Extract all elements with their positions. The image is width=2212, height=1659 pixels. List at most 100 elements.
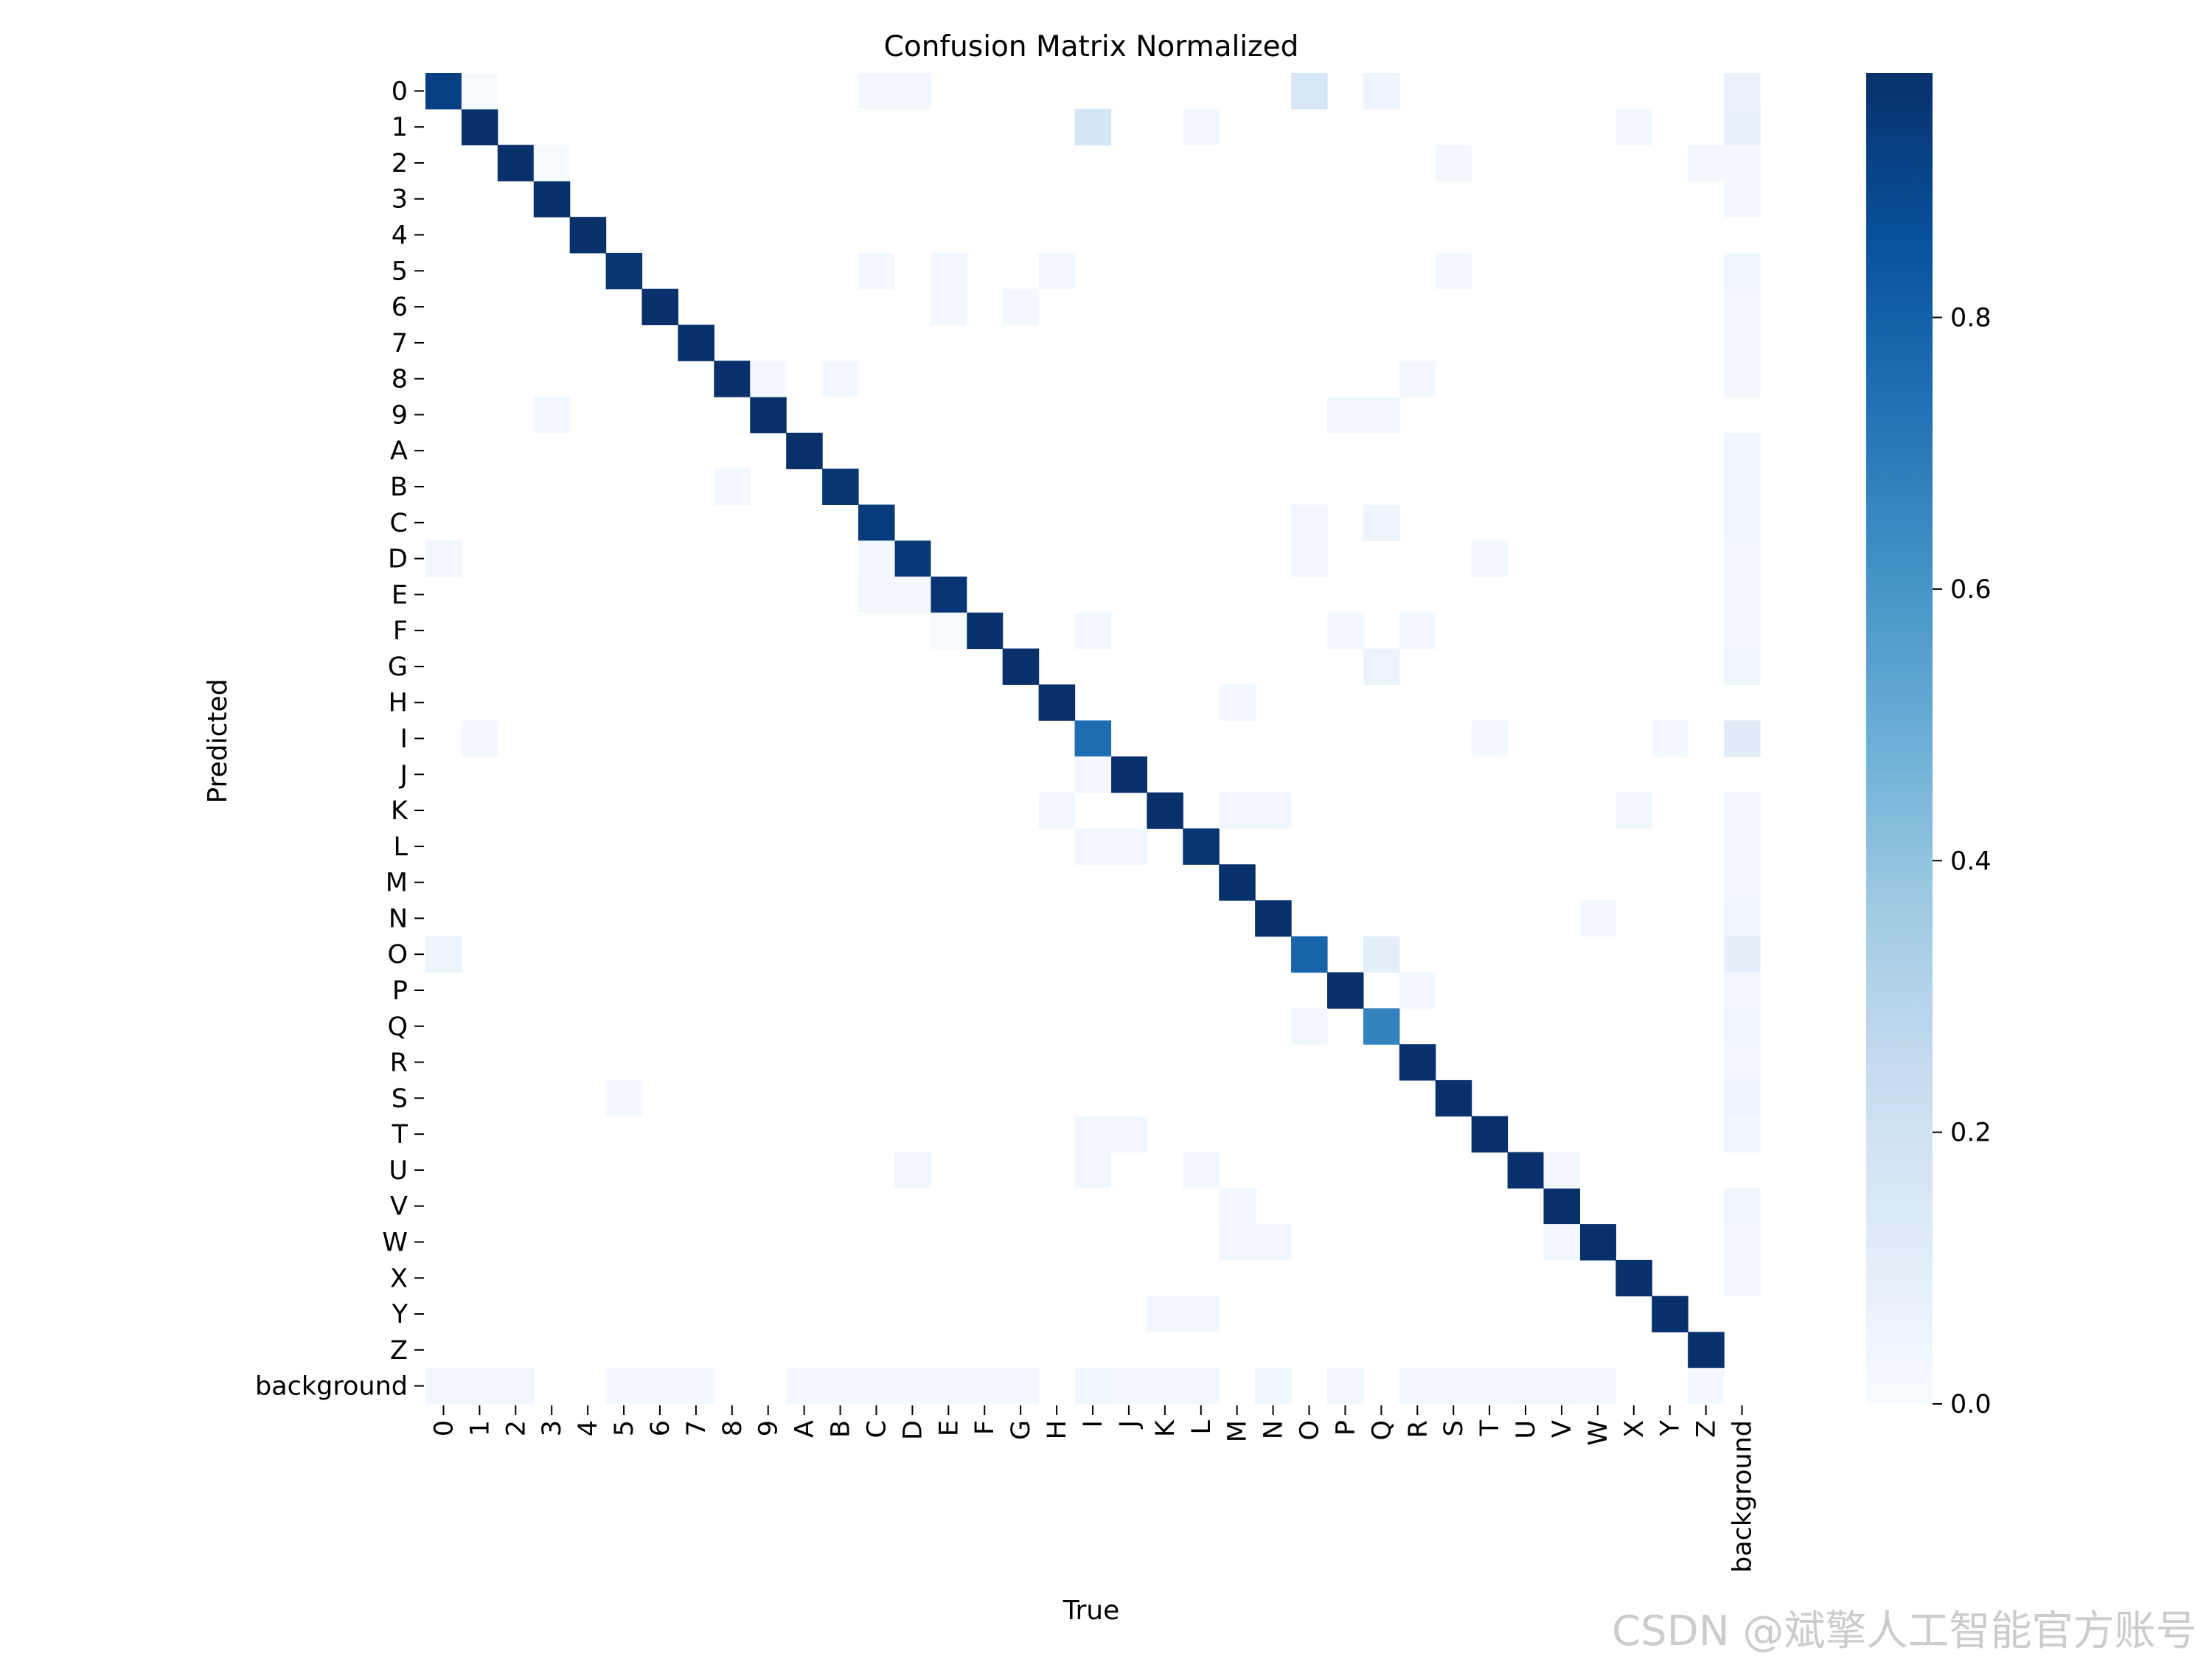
heatmap-cell	[1147, 792, 1183, 830]
x-tick-label: background	[1728, 1420, 1758, 1573]
colorbar-tick-label: 0.0	[1950, 1390, 1992, 1419]
heatmap-cell	[1435, 252, 1472, 290]
y-tick-label: 7	[392, 329, 408, 358]
y-tick-label: 6	[392, 293, 408, 322]
heatmap-cell	[1471, 1368, 1509, 1405]
y-tick-label: K	[391, 796, 408, 826]
heatmap-cell	[1724, 1259, 1761, 1297]
heatmap-cell	[858, 73, 895, 110]
heatmap-cell	[858, 540, 895, 577]
heatmap-cell	[1291, 73, 1328, 110]
heatmap-cell	[1399, 1368, 1436, 1405]
y-tick-label: U	[389, 1156, 408, 1186]
y-tick-label: J	[399, 760, 408, 790]
heatmap-cell	[1399, 612, 1436, 650]
y-tick-label: Q	[387, 1012, 408, 1042]
heatmap-cell	[966, 612, 1004, 650]
heatmap-cell	[1724, 361, 1761, 397]
heatmap-cell	[930, 288, 967, 326]
heatmap-cell	[1074, 612, 1112, 650]
heatmap-cell	[1688, 1368, 1725, 1405]
heatmap-cell	[425, 73, 462, 110]
heatmap-cell	[1579, 900, 1616, 937]
heatmap-cell	[750, 361, 787, 397]
x-tick-label: J	[1115, 1420, 1144, 1429]
y-tick-label: 3	[392, 185, 408, 215]
heatmap-cell	[1326, 1368, 1364, 1405]
heatmap-cell	[1724, 324, 1761, 361]
heatmap-cell	[1724, 900, 1761, 937]
chart-title: Confusion Matrix Normalized	[884, 30, 1299, 63]
heatmap-cell	[1326, 612, 1364, 650]
heatmap-cells	[425, 73, 1761, 1405]
heatmap-cell	[1724, 252, 1761, 290]
x-tick-label: 1	[465, 1420, 495, 1436]
y-tick-label: 0	[392, 77, 408, 106]
x-tick-label: C	[862, 1420, 891, 1438]
heatmap-cell	[1038, 684, 1076, 721]
heatmap-cell	[1074, 828, 1112, 865]
heatmap-cell	[1435, 145, 1472, 181]
x-tick-label: 9	[754, 1420, 784, 1436]
heatmap-cell	[786, 432, 823, 470]
heatmap-cell	[858, 576, 895, 613]
heatmap-cell	[1399, 1044, 1436, 1081]
x-tick-label: Z	[1692, 1420, 1722, 1438]
heatmap-cell	[1507, 1152, 1545, 1189]
heatmap-cell	[1002, 648, 1040, 685]
heatmap-cell	[1435, 1368, 1472, 1405]
x-tick-label: A	[790, 1420, 820, 1438]
heatmap-cell	[461, 1368, 498, 1405]
y-tick-label: C	[390, 509, 408, 538]
heatmap-cell	[1183, 1368, 1220, 1405]
heatmap-cell	[678, 1368, 714, 1405]
x-tick-label: N	[1259, 1420, 1289, 1439]
x-tick-label: D	[898, 1420, 928, 1440]
heatmap-cell	[1363, 504, 1400, 541]
heatmap-cell	[1724, 1044, 1761, 1081]
x-tick-label: O	[1295, 1420, 1325, 1441]
y-tick-label: G	[388, 653, 408, 682]
heatmap-cell	[750, 397, 787, 434]
heatmap-cell	[1688, 1332, 1725, 1368]
heatmap-cell	[497, 145, 535, 181]
y-axis-label: Predicted	[203, 679, 233, 804]
x-tick-label: 3	[538, 1420, 567, 1436]
heatmap-cell	[714, 468, 751, 505]
x-axis-label: True	[1062, 1596, 1119, 1626]
heatmap-cell	[1074, 108, 1112, 146]
heatmap-cell	[1038, 792, 1076, 830]
heatmap-cell	[822, 361, 859, 397]
heatmap-cell	[1255, 1224, 1292, 1261]
heatmap-cell	[1724, 612, 1761, 650]
heatmap-cell	[1724, 1079, 1761, 1117]
heatmap-cell	[1615, 1259, 1652, 1297]
heatmap-cell	[1074, 1368, 1112, 1405]
heatmap-cell	[1399, 972, 1436, 1009]
heatmap-cell	[1074, 720, 1112, 757]
heatmap-cell	[822, 468, 859, 505]
heatmap-cell	[1543, 1152, 1581, 1189]
x-tick-label: I	[1079, 1420, 1108, 1427]
x-tick-label: G	[1006, 1420, 1036, 1440]
heatmap-cell	[1579, 1224, 1616, 1261]
heatmap-cell	[1074, 1116, 1112, 1153]
heatmap-cell	[1074, 756, 1112, 793]
heatmap-cell	[1363, 648, 1400, 685]
y-tick-label: N	[389, 904, 408, 933]
heatmap-cell	[894, 1368, 931, 1405]
heatmap-cell	[1363, 1008, 1400, 1045]
heatmap-cell	[1724, 576, 1761, 613]
x-tick-label: 7	[682, 1420, 712, 1436]
y-tick-label: H	[389, 689, 408, 718]
heatmap-cell	[1147, 1368, 1183, 1405]
heatmap-cell	[1615, 108, 1652, 146]
colorbar	[1866, 73, 1933, 1404]
heatmap-cell	[1326, 972, 1364, 1009]
y-tick-label: A	[390, 437, 408, 466]
colorbar-tick-label: 0.8	[1950, 304, 1992, 333]
x-tick-label: T	[1475, 1419, 1505, 1436]
heatmap-cell	[1183, 108, 1220, 146]
y-tick-label: Y	[392, 1300, 408, 1329]
heatmap-cell	[1724, 108, 1761, 146]
